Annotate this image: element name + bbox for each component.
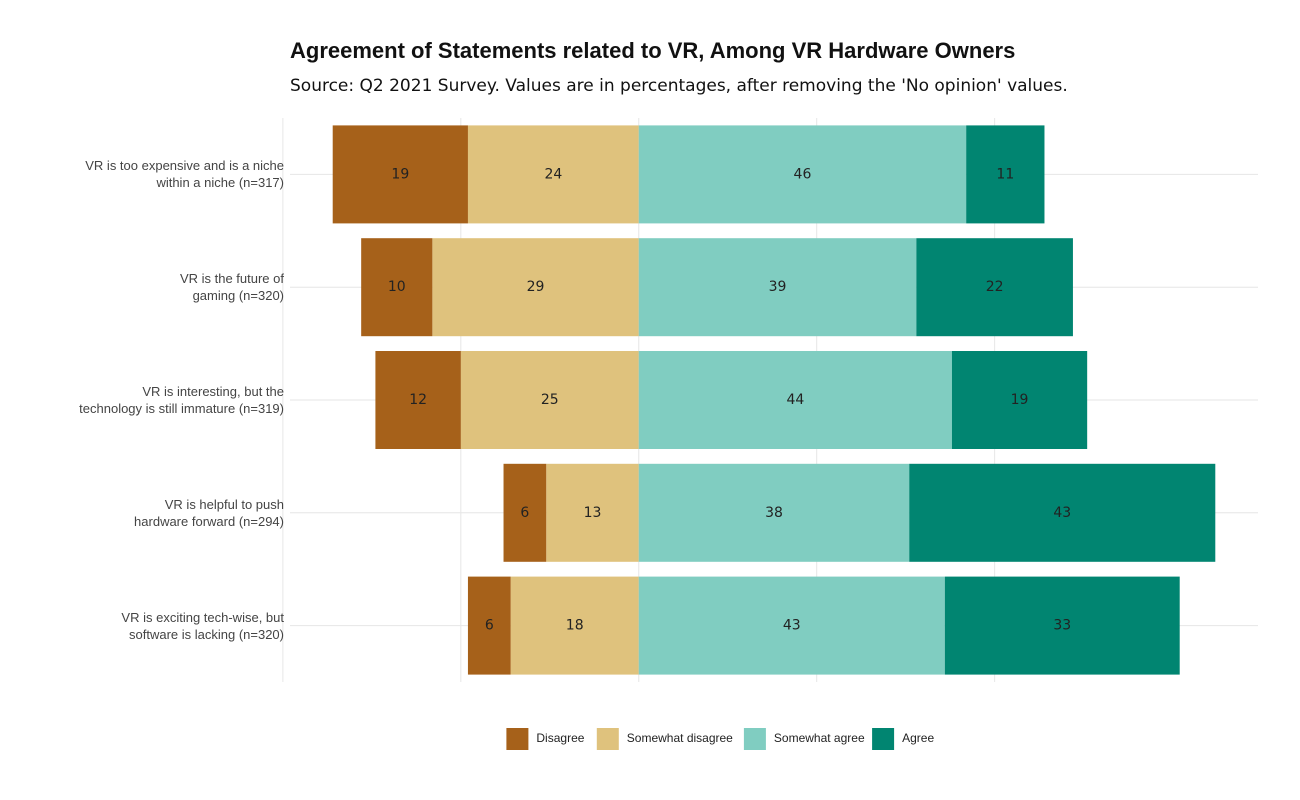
y-tick-label: VR is interesting, but the technology is… bbox=[79, 384, 284, 416]
legend-label: Somewhat disagree bbox=[627, 731, 733, 745]
bar-segment bbox=[510, 576, 639, 675]
data-label: 44 bbox=[786, 392, 804, 408]
y-tick-label: VR is helpful to push hardware forward (… bbox=[134, 496, 284, 529]
y-tick-label: VR is the future of gaming (n=320) bbox=[179, 271, 284, 304]
bar-segment bbox=[638, 125, 967, 224]
legend-swatch bbox=[596, 728, 619, 750]
data-label: 11 bbox=[996, 166, 1014, 182]
bar-segment bbox=[467, 576, 511, 675]
data-label: 18 bbox=[566, 618, 584, 634]
bar-segment bbox=[332, 125, 468, 224]
data-label: 29 bbox=[527, 279, 545, 295]
data-label: 19 bbox=[1011, 392, 1029, 408]
legend-label: Disagree bbox=[536, 731, 584, 745]
data-label: 6 bbox=[520, 505, 529, 521]
y-tick-label: VR is exciting tech-wise, but software i… bbox=[121, 609, 284, 642]
chart-title: Agreement of Statements related to VR, A… bbox=[290, 38, 1015, 63]
bar-segment bbox=[361, 238, 433, 337]
bar-segment bbox=[638, 238, 917, 337]
bar-segment bbox=[638, 351, 952, 449]
data-label: 12 bbox=[409, 392, 427, 408]
bar-segment bbox=[638, 576, 945, 675]
bar-segment bbox=[944, 576, 1180, 675]
legend-label: Agree bbox=[902, 731, 934, 745]
data-label: 13 bbox=[584, 505, 602, 521]
data-label: 39 bbox=[769, 279, 787, 295]
legend-swatch bbox=[872, 728, 895, 750]
bar-segment bbox=[467, 125, 639, 224]
bar-segment bbox=[503, 463, 547, 562]
chart-subtitle: Source: Q2 2021 Survey. Values are in pe… bbox=[290, 76, 1068, 96]
data-label: 22 bbox=[986, 279, 1004, 295]
data-label: 46 bbox=[794, 166, 812, 182]
legend-label: Somewhat agree bbox=[774, 731, 865, 745]
data-label: 38 bbox=[765, 505, 783, 521]
bar-segment bbox=[375, 351, 461, 449]
data-label: 10 bbox=[388, 279, 406, 295]
data-label: 43 bbox=[1053, 505, 1071, 521]
legend-swatch bbox=[506, 728, 529, 750]
bar-segment bbox=[909, 463, 1216, 562]
bar-segment bbox=[638, 463, 910, 562]
data-label: 19 bbox=[391, 166, 409, 182]
data-label: 43 bbox=[783, 618, 801, 634]
data-label: 25 bbox=[541, 392, 559, 408]
bar-segment bbox=[460, 351, 639, 449]
data-label: 6 bbox=[485, 618, 494, 634]
bar-segment bbox=[951, 351, 1088, 449]
legend-swatch bbox=[743, 728, 766, 750]
bar-segment bbox=[916, 238, 1073, 337]
bar-segment bbox=[432, 238, 639, 337]
bar-segment bbox=[966, 125, 1045, 224]
data-label: 33 bbox=[1053, 618, 1071, 634]
bar-segment bbox=[546, 463, 639, 562]
y-tick-label: VR is too expensive and is a niche withi… bbox=[85, 158, 284, 191]
data-label: 24 bbox=[544, 166, 562, 182]
